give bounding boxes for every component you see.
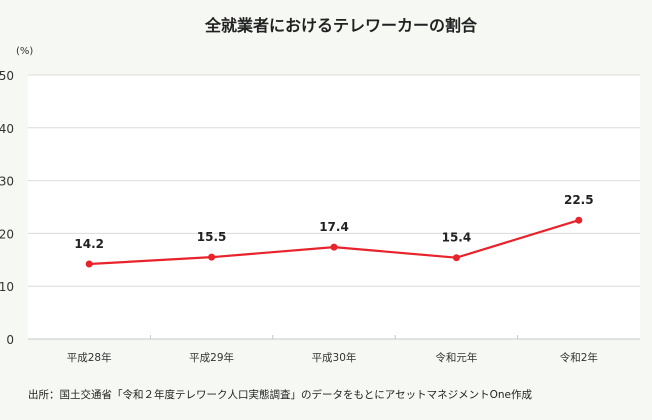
data-label: 22.5 [564,193,594,207]
data-point [452,254,460,262]
y-tick-label: 0 [6,333,14,347]
y-tick-label: 20 [0,227,14,241]
data-label: 14.2 [74,237,104,251]
chart-title: 全就業者におけるテレワーカーの割合 [204,16,477,35]
data-point [208,253,216,261]
y-tick-label: 30 [0,175,14,189]
data-label: 15.5 [197,230,227,244]
y-tick-label: 50 [0,69,14,83]
x-tick-label: 平成30年 [312,351,357,364]
source-note: 出所：国土交通省「令和２年度テレワーク人口実態調査」のデータをもとにアセットマネ… [28,389,532,401]
data-label: 15.4 [442,231,472,245]
data-point [330,243,338,251]
data-label: 17.4 [319,220,349,234]
y-tick-label: 40 [0,122,14,136]
x-tick-label: 平成29年 [189,351,234,364]
x-tick-label: 平成28年 [67,351,112,364]
data-point [575,216,583,224]
data-point [85,260,93,268]
plot-area [28,75,640,339]
x-tick-label: 令和元年 [435,351,477,364]
x-tick-label: 令和2年 [560,351,598,364]
y-axis-unit: (%) [16,46,34,57]
y-tick-label: 10 [0,280,14,294]
